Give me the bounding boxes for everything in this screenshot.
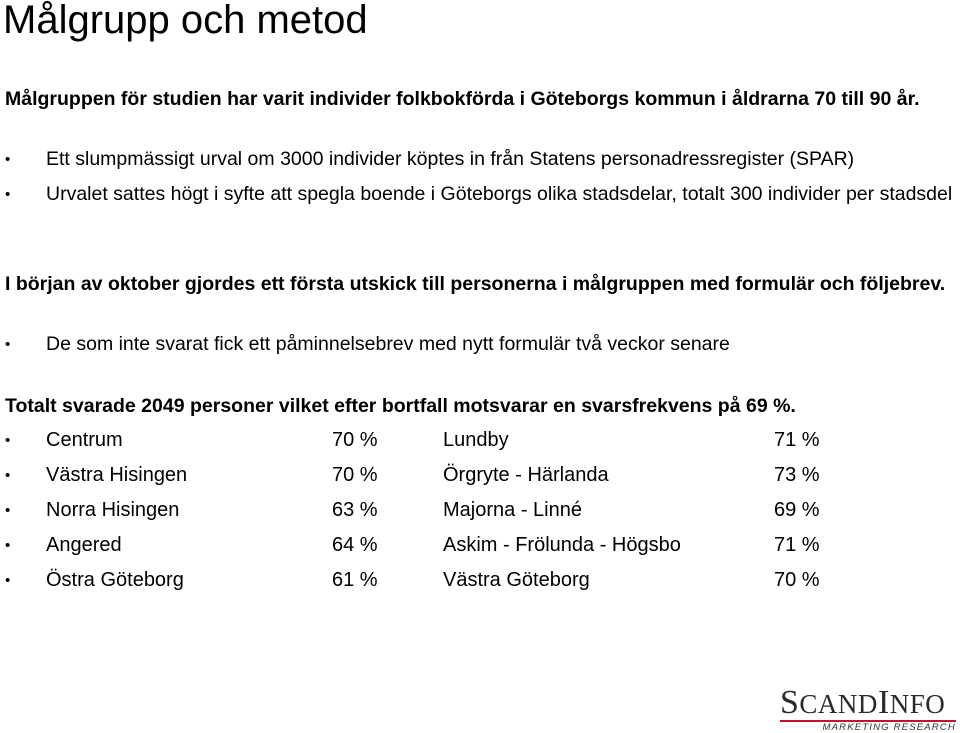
- response-rate: 70 %: [332, 429, 378, 451]
- district-name: Östra Göteborg: [46, 569, 184, 591]
- bullet-icon: •: [5, 537, 11, 554]
- section-heading-mailing: I början av oktober gjordes ett första u…: [5, 273, 946, 295]
- response-rate: 71 %: [774, 534, 820, 556]
- response-rate: 61 %: [332, 569, 378, 591]
- bullet-text: De som inte svarat fick ett påminnelsebr…: [46, 333, 730, 355]
- logo-wordmark: SCANDINFO: [780, 684, 946, 721]
- bullet-icon: •: [5, 151, 11, 168]
- district-name: Norra Hisingen: [46, 499, 180, 521]
- bullet-icon: •: [5, 502, 11, 519]
- district-name: Västra Hisingen: [46, 464, 188, 486]
- bullet-text: Urvalet sattes högt i syfte att spegla b…: [46, 183, 953, 205]
- district-name: Örgryte - Härlanda: [443, 464, 609, 486]
- district-name: Västra Göteborg: [443, 569, 590, 591]
- district-name: Lundby: [443, 429, 509, 451]
- district-name: Askim - Frölunda - Högsbo: [443, 534, 681, 556]
- district-name: Majorna - Linné: [443, 499, 582, 521]
- bullet-icon: •: [5, 336, 11, 353]
- bullet-icon: •: [5, 186, 11, 203]
- response-rate: 70 %: [332, 464, 378, 486]
- response-rate: 73 %: [774, 464, 820, 486]
- scandinfo-logo: SCANDINFO MARKETING RESEARCH: [780, 684, 958, 733]
- district-name: Angered: [46, 534, 122, 556]
- bullet-icon: •: [5, 432, 11, 449]
- bullet-text: Ett slumpmässigt urval om 3000 individer…: [46, 148, 855, 170]
- section-heading-response-rate: Totalt svarade 2049 personer vilket efte…: [5, 395, 796, 417]
- section-heading-target-group: Målgruppen för studien har varit individ…: [5, 88, 920, 110]
- bullet-icon: •: [5, 467, 11, 484]
- district-name: Centrum: [46, 429, 123, 451]
- logo-divider: [780, 720, 956, 722]
- response-rate: 64 %: [332, 534, 378, 556]
- bullet-icon: •: [5, 572, 11, 589]
- response-rate: 70 %: [774, 569, 820, 591]
- page-title: Målgrupp och metod: [3, 0, 368, 42]
- response-rate: 63 %: [332, 499, 378, 521]
- response-rate: 71 %: [774, 429, 820, 451]
- response-rate: 69 %: [774, 499, 820, 521]
- logo-tagline: MARKETING RESEARCH: [822, 722, 956, 733]
